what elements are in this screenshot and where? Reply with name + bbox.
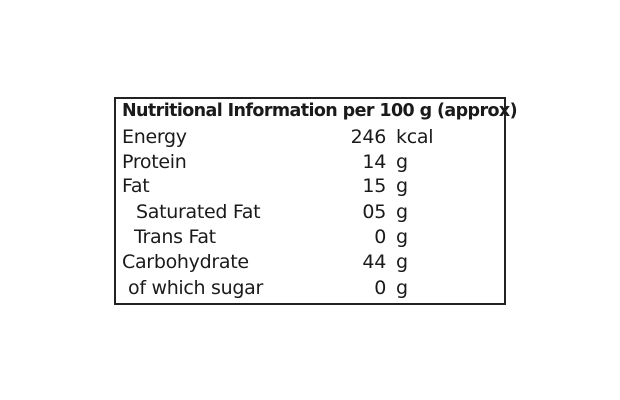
- row-saturated-fat: Saturated Fat 05 g: [116, 201, 504, 226]
- nutrient-label: Energy: [122, 126, 187, 148]
- row-carbohydrate: Carbohydrate 44 g: [116, 251, 504, 276]
- nutrient-value: 0: [374, 226, 386, 248]
- nutrient-label: Fat: [122, 175, 150, 197]
- nutrient-label: Trans Fat: [134, 226, 216, 248]
- nutrient-unit: g: [396, 175, 408, 197]
- nutrient-unit: g: [396, 277, 408, 299]
- nutrient-value: 0: [374, 277, 386, 299]
- nutrient-value: 15: [362, 175, 386, 197]
- nutrient-value: 44: [362, 251, 386, 273]
- row-protein: Protein 14 g: [116, 151, 504, 176]
- nutrient-unit: g: [396, 201, 408, 223]
- row-trans-fat: Trans Fat 0 g: [116, 226, 504, 251]
- nutrient-label: of which sugar: [128, 277, 263, 299]
- nutrient-label: Carbohydrate: [122, 251, 249, 273]
- row-energy: Energy 246 kcal: [116, 126, 504, 151]
- nutrient-label: Protein: [122, 151, 187, 173]
- nutrient-value: 246: [350, 126, 387, 148]
- nutrient-unit: g: [396, 226, 408, 248]
- nutrition-table: Nutritional Information per 100 g (appro…: [114, 97, 518, 305]
- row-sugar: of which sugar 0 g: [116, 277, 504, 302]
- row-fat: Fat 15 g: [116, 175, 504, 200]
- nutrient-value: 14: [362, 151, 386, 173]
- nutrient-value: 05: [362, 201, 386, 223]
- nutrient-unit: kcal: [396, 126, 434, 148]
- nutrient-unit: g: [396, 251, 408, 273]
- table-title: Nutritional Information per 100 g (appro…: [122, 101, 518, 121]
- nutrient-label: Saturated Fat: [136, 201, 261, 223]
- nutrient-unit: g: [396, 151, 408, 173]
